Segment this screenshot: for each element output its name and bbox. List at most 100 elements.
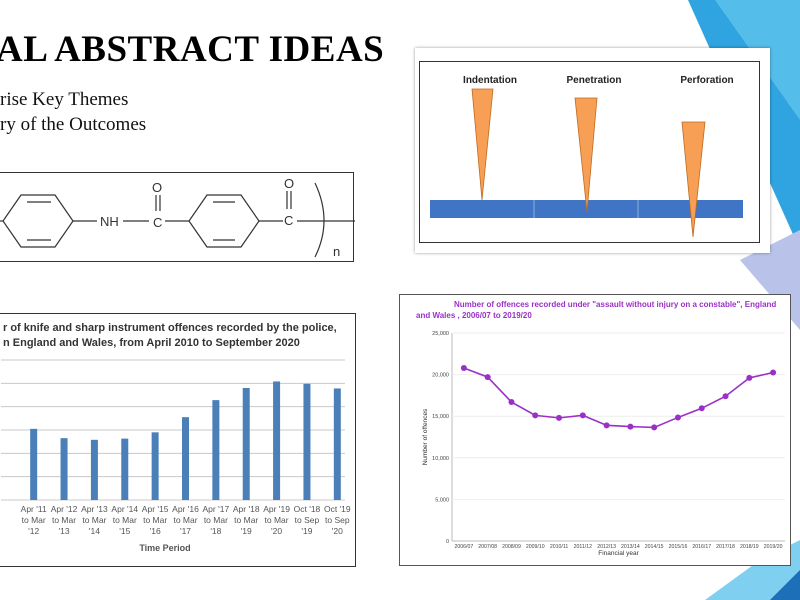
x-tick-label: 2011/12	[574, 544, 592, 550]
x-tick-label: 2006/07	[455, 544, 474, 550]
x-tick-label: '19	[301, 526, 312, 536]
chemical-structure-panel: NH C O C O n	[0, 172, 355, 262]
y-tick-label: 5,000	[435, 497, 449, 503]
x-tick-label: '17	[180, 526, 191, 536]
atom-o2: O	[284, 176, 294, 191]
data-point	[770, 369, 777, 376]
x-tick-label: 2012/13	[597, 544, 616, 550]
bar	[60, 438, 68, 500]
indentation-diagram-frame: Indentation Penetration Perforation	[419, 61, 760, 243]
data-point	[603, 422, 610, 429]
data-point	[579, 412, 586, 419]
data-point	[532, 412, 539, 419]
label-indentation: Indentation	[463, 75, 517, 86]
indentation-diagram: Indentation Penetration Perforation	[430, 75, 743, 238]
y-tick-label: 15,000	[432, 414, 449, 420]
x-tick-label: Apr '16	[172, 504, 199, 514]
bullet-item: rise Key Themes	[0, 89, 129, 110]
x-tick-label: to Mar	[234, 515, 258, 525]
bar-chart-title-line: r of knife and sharp instrument offences…	[3, 322, 337, 334]
x-tick-label: 2010/11	[550, 544, 568, 550]
line-chart-title-line: Number of offences recorded under "assau…	[454, 300, 777, 309]
atom-o1: O	[152, 180, 162, 195]
data-point	[722, 393, 729, 400]
x-tick-label: 2014/15	[645, 544, 664, 550]
x-tick-label: 2015/16	[669, 544, 688, 550]
x-tick-label: 2007/08	[478, 544, 497, 550]
x-tick-label: '13	[59, 526, 70, 536]
x-tick-label: Apr '15	[142, 504, 169, 514]
bar	[121, 438, 129, 500]
accent-triangle-corner	[770, 570, 800, 600]
x-tick-label: 2009/10	[526, 544, 545, 550]
benzene-ring-right	[188, 194, 260, 248]
bar	[30, 428, 38, 500]
x-tick-label: to Mar	[82, 515, 106, 525]
x-tick-label: Oct '19	[324, 504, 351, 514]
x-tick-label: '18	[210, 526, 221, 536]
bar	[303, 383, 311, 500]
x-tick-label: 2013/14	[621, 544, 640, 550]
polymer-bracket	[314, 182, 325, 258]
line-chart-title-line: and Wales , 2006/07 to 2019/20	[416, 311, 532, 320]
x-tick-label: to Sep	[325, 515, 350, 525]
x-tick-label: to Mar	[265, 515, 289, 525]
x-axis-label: Time Period	[139, 543, 190, 553]
x-tick-label: '16	[150, 526, 161, 536]
data-point	[484, 374, 491, 381]
x-tick-label: '14	[89, 526, 100, 536]
data-point	[698, 405, 705, 412]
data-point	[627, 423, 634, 430]
atom-c1: C	[153, 215, 162, 230]
line-chart: 0 5,000 10,000 15,000 20,000 25,000 2006/07 200…	[422, 331, 785, 557]
indenter-indentation	[471, 88, 494, 201]
bar-chart-title-line: n England and Wales, from April 2010 to …	[3, 337, 300, 349]
x-tick-label: '12	[28, 526, 39, 536]
x-tick-label: '19	[241, 526, 252, 536]
y-tick-label: 25,000	[432, 331, 449, 337]
x-tick-label: 2008/09	[502, 544, 521, 550]
bullet-item: ry of the Outcomes	[0, 114, 147, 135]
x-tick-label: 2019/20	[764, 544, 783, 550]
chemical-structure-diagram: NH C O C O n	[0, 176, 355, 259]
x-tick-label: to Mar	[204, 515, 228, 525]
y-tick-label: 10,000	[432, 456, 449, 462]
x-tick-label: Apr '17	[203, 504, 230, 514]
atom-nh: NH	[100, 214, 119, 229]
line-chart-panel: Number of offences recorded under "assau…	[399, 294, 791, 566]
repeat-unit-n: n	[333, 244, 340, 259]
data-point	[508, 399, 515, 406]
indenter-perforation	[681, 121, 706, 238]
x-tick-label: Apr '18	[233, 504, 260, 514]
x-tick-label: '15	[119, 526, 130, 536]
data-point	[460, 364, 467, 371]
x-tick-label: Apr '13	[81, 504, 108, 514]
data-point	[651, 424, 658, 431]
data-point	[746, 374, 753, 381]
label-perforation: Perforation	[680, 75, 733, 86]
bar-chart-title: r of knife and sharp instrument offences…	[3, 321, 337, 351]
benzene-ring-left	[2, 194, 74, 248]
x-tick-label: 2017/18	[716, 544, 735, 550]
indenter-penetration	[574, 97, 598, 213]
bar	[333, 388, 341, 500]
x-tick-label: 2018/19	[740, 544, 759, 550]
indentation-diagram-panel: Indentation Penetration Perforation	[415, 48, 770, 253]
x-tick-label: to Mar	[173, 515, 197, 525]
y-axis-label: Number of offences	[422, 408, 429, 465]
bar	[242, 388, 250, 500]
x-tick-label: to Sep	[295, 515, 320, 525]
line-chart-title: Number of offences recorded under "assau…	[416, 299, 788, 321]
data-point	[556, 414, 563, 421]
x-tick-label: Apr '11	[21, 504, 47, 514]
x-tick-label: to Mar	[22, 515, 46, 525]
x-tick-label: to Mar	[143, 515, 167, 525]
x-axis-label: Financial year	[598, 550, 639, 557]
bar-chart-panel: r of knife and sharp instrument offences…	[0, 313, 356, 567]
x-tick-label: Apr '14	[111, 504, 138, 514]
x-tick-label: '20	[271, 526, 282, 536]
x-tick-label: Oct '18	[294, 504, 321, 514]
x-tick-label: to Mar	[113, 515, 137, 525]
bar	[182, 417, 189, 500]
